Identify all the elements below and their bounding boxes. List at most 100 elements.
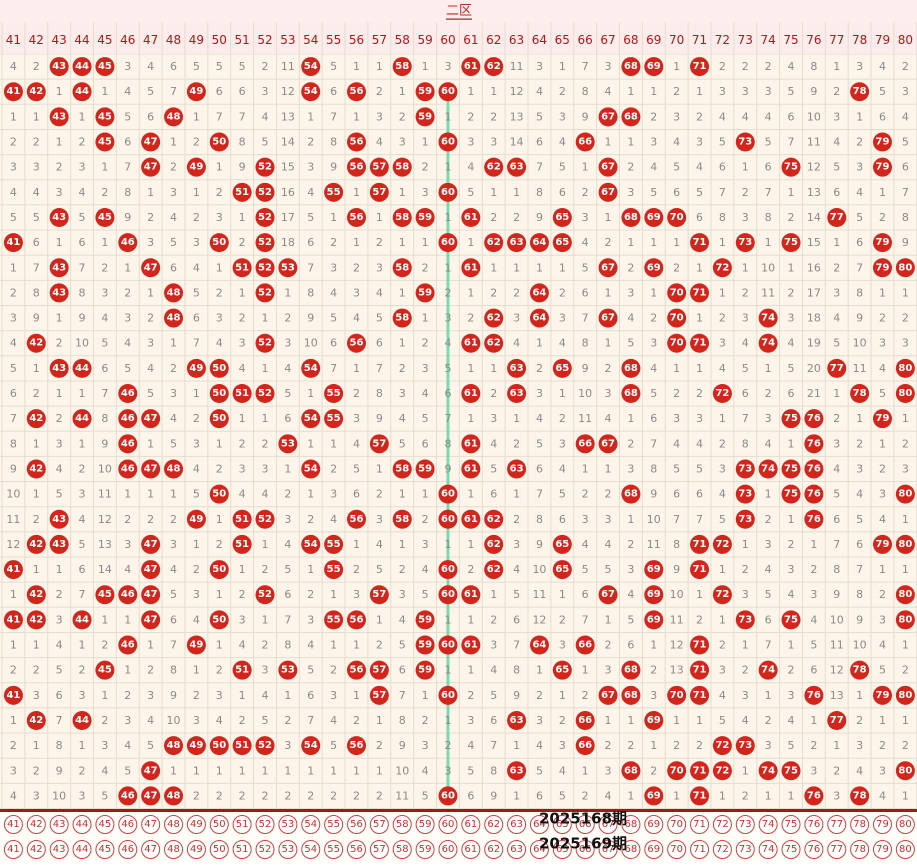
ball-number: 65 [555, 564, 569, 575]
ball-number: 44 [75, 614, 89, 625]
ball [324, 384, 344, 404]
ball-number: 45 [99, 844, 112, 855]
miss-count: 1 [467, 85, 474, 98]
miss-count: 1 [422, 488, 429, 501]
miss-count: 4 [719, 689, 726, 702]
ball-number: 56 [350, 162, 364, 173]
miss-count: 4 [673, 437, 680, 450]
ball-number: 67 [601, 111, 615, 122]
miss-count: 1 [833, 739, 840, 752]
miss-count: 2 [650, 764, 657, 777]
ball [255, 736, 275, 756]
miss-count: 4 [788, 337, 795, 350]
miss-count: 1 [79, 437, 86, 450]
miss-count: 1 [627, 789, 634, 802]
miss-count: 2 [490, 613, 497, 626]
miss-count: 2 [399, 362, 406, 375]
ball [850, 786, 870, 806]
miss-count: 4 [673, 136, 680, 149]
ball [621, 384, 641, 404]
miss-count: 6 [902, 161, 909, 174]
ball [346, 610, 366, 630]
miss-count: 3 [765, 538, 772, 551]
miss-count: 9 [856, 312, 863, 325]
ball-number: 42 [30, 819, 43, 830]
ball [72, 57, 92, 77]
miss-count: 6 [719, 161, 726, 174]
miss-count: 2 [124, 689, 131, 702]
ball-number: 42 [29, 338, 43, 349]
miss-count: 2 [673, 85, 680, 98]
miss-count: 5 [879, 85, 886, 98]
ball-number: 80 [899, 844, 912, 855]
miss-count: 2 [788, 211, 795, 224]
miss-count: 1 [650, 286, 657, 299]
ball-number: 44 [75, 363, 89, 374]
miss-count: 2 [422, 161, 429, 174]
miss-count: 4 [307, 639, 314, 652]
miss-count: 4 [101, 312, 108, 325]
miss-count: 6 [810, 664, 817, 677]
miss-count: 5 [696, 186, 703, 199]
ball-number: 45 [98, 665, 112, 676]
ball-number: 42 [29, 413, 43, 424]
miss-count: 1 [353, 236, 360, 249]
ball [667, 333, 687, 353]
miss-count: 2 [765, 513, 772, 526]
ball-number: 46 [121, 237, 135, 248]
miss-count: 3 [765, 739, 772, 752]
miss-count: 5 [353, 462, 360, 475]
miss-count: 2 [742, 789, 749, 802]
miss-count: 2 [376, 639, 383, 652]
miss-count: 2 [856, 136, 863, 149]
miss-count: 7 [650, 437, 657, 450]
ball-number: 70 [670, 819, 683, 830]
miss-count: 2 [513, 437, 520, 450]
miss-count: 3 [605, 664, 612, 677]
miss-count: 2 [605, 739, 612, 752]
miss-count: 2 [10, 739, 17, 752]
miss-count: 2 [605, 362, 612, 375]
miss-count: 2 [284, 789, 291, 802]
miss-count: 2 [490, 387, 497, 400]
miss-count: 15 [807, 236, 821, 249]
miss-count: 1 [399, 286, 406, 299]
ball [552, 207, 572, 227]
ball [186, 635, 206, 655]
miss-count: 2 [879, 211, 886, 224]
ball [735, 484, 755, 504]
ball [712, 585, 732, 605]
miss-count: 9 [124, 211, 131, 224]
miss-count: 4 [650, 362, 657, 375]
miss-count: 6 [696, 488, 703, 501]
miss-count: 3 [833, 286, 840, 299]
miss-count: 2 [559, 286, 566, 299]
ball [49, 509, 69, 529]
miss-count: 10 [647, 513, 661, 526]
miss-count: 14 [510, 136, 524, 149]
ball-number: 80 [899, 819, 912, 830]
ball [186, 736, 206, 756]
miss-count: 3 [124, 538, 131, 551]
ball [484, 308, 504, 328]
ball-number: 70 [670, 690, 684, 701]
ball [598, 585, 618, 605]
miss-count: 5 [56, 488, 63, 501]
ball-number: 65 [555, 212, 569, 223]
miss-count: 5 [193, 488, 200, 501]
miss-count: 4 [788, 60, 795, 73]
miss-count: 2 [10, 136, 17, 149]
miss-count: 3 [879, 764, 886, 777]
ball-number: 44 [75, 715, 89, 726]
miss-count: 4 [193, 462, 200, 475]
ball-number: 62 [487, 564, 501, 575]
miss-count: 8 [536, 186, 543, 199]
miss-count: 1 [353, 110, 360, 123]
miss-count: 4 [696, 437, 703, 450]
period-label: 2025168期 [539, 810, 627, 828]
ball [781, 484, 801, 504]
miss-count: 7 [742, 412, 749, 425]
ball-number: 68 [624, 690, 638, 701]
ball [827, 207, 847, 227]
miss-count: 7 [307, 714, 314, 727]
